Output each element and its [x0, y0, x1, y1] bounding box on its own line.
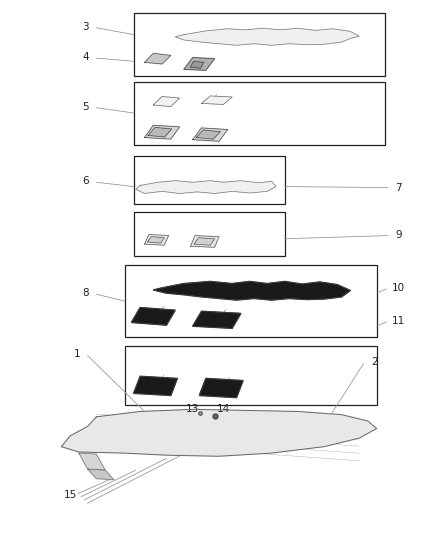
- Text: 7: 7: [395, 183, 402, 192]
- Text: 13: 13: [186, 405, 199, 414]
- Polygon shape: [199, 378, 243, 398]
- Polygon shape: [191, 236, 219, 247]
- Bar: [134, 156, 285, 204]
- Bar: [125, 346, 377, 405]
- Polygon shape: [193, 311, 241, 328]
- Polygon shape: [145, 235, 169, 245]
- Text: 6: 6: [82, 176, 89, 186]
- Polygon shape: [61, 409, 377, 456]
- Polygon shape: [153, 96, 180, 107]
- Bar: [134, 13, 385, 76]
- Polygon shape: [79, 453, 105, 470]
- Text: 2: 2: [371, 358, 378, 367]
- Polygon shape: [175, 28, 359, 45]
- Polygon shape: [184, 58, 215, 70]
- Bar: [125, 265, 377, 337]
- Polygon shape: [193, 128, 228, 141]
- Text: 8: 8: [82, 288, 89, 298]
- Polygon shape: [134, 376, 177, 395]
- Polygon shape: [148, 127, 172, 137]
- Polygon shape: [88, 469, 114, 480]
- Text: 4: 4: [82, 52, 89, 62]
- Text: 5: 5: [82, 102, 89, 111]
- Polygon shape: [191, 61, 204, 68]
- Text: 15: 15: [64, 490, 77, 499]
- Text: 11: 11: [392, 316, 405, 326]
- Bar: [205, 182, 223, 191]
- Polygon shape: [136, 181, 276, 193]
- Text: 10: 10: [392, 283, 405, 293]
- Polygon shape: [131, 308, 175, 325]
- Text: 1: 1: [73, 350, 80, 359]
- Polygon shape: [153, 281, 350, 300]
- Bar: [134, 212, 285, 256]
- Polygon shape: [196, 130, 220, 139]
- Bar: [134, 82, 385, 145]
- Polygon shape: [194, 238, 215, 245]
- Text: 3: 3: [82, 22, 89, 31]
- Polygon shape: [148, 237, 164, 243]
- Text: 14: 14: [217, 405, 230, 414]
- Polygon shape: [145, 53, 171, 64]
- Polygon shape: [145, 125, 180, 139]
- Polygon shape: [201, 96, 232, 104]
- Text: 9: 9: [395, 230, 402, 239]
